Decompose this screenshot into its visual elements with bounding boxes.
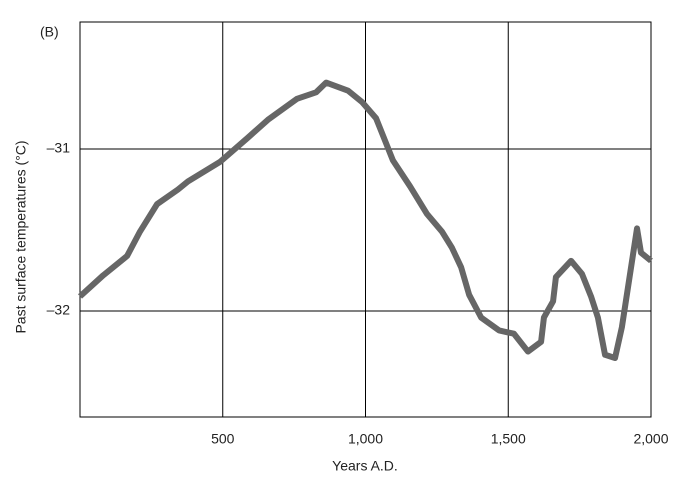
data-line [77, 79, 653, 362]
y-axis-label: Past surface temperatures (°C) [13, 140, 29, 333]
y-tick-label: –32 [47, 302, 71, 318]
x-tick-label: 1,000 [348, 431, 383, 447]
x-tick-label: 1,500 [491, 431, 526, 447]
y-tick-label: –31 [47, 140, 71, 156]
x-tick-label: 500 [211, 431, 235, 447]
x-axis-label: Years A.D. [332, 458, 398, 474]
x-tick-label: 2,000 [633, 431, 668, 447]
panel-label: (B) [40, 24, 59, 40]
